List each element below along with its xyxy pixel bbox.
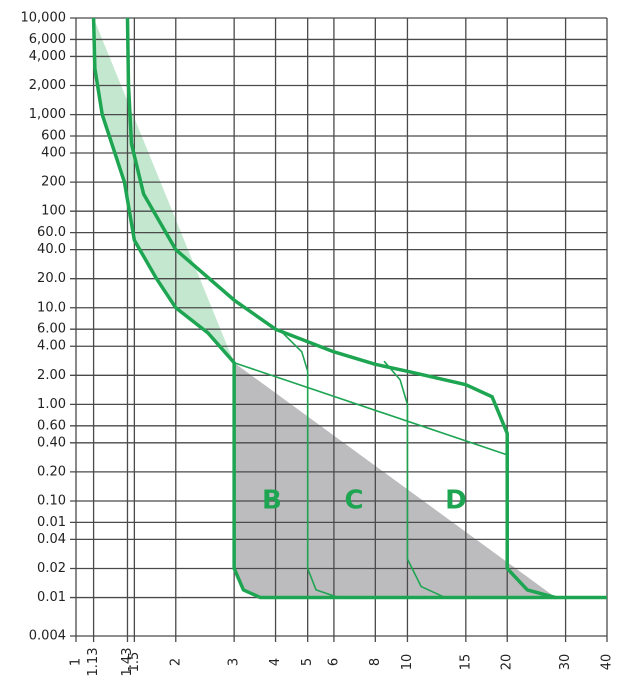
trip-curve [282, 332, 339, 599]
curve-label: C [344, 485, 363, 515]
y-tick-label: 1.00 [37, 397, 66, 412]
y-tick-label: 40.0 [37, 242, 66, 257]
y-tick-label: 4.00 [37, 339, 66, 354]
y-tick-label: 100 [41, 204, 66, 219]
y-tick-label: 6.00 [37, 322, 66, 337]
trip-curve [125, 17, 607, 600]
y-tick-label: 0.60 [37, 418, 66, 433]
y-tick-label: 200 [41, 175, 66, 190]
y-tick-label: 0.10 [37, 493, 66, 508]
y-tick-label: 0.04 [37, 532, 66, 547]
y-tick-label: 0.40 [37, 435, 66, 450]
y-tick-label: 400 [41, 146, 66, 161]
y-tick-label: 0.004 [29, 629, 66, 644]
y-tick-label: 6,000 [29, 32, 66, 47]
x-tick-label: 1.13 [86, 648, 101, 677]
x-tick-label: 5 [300, 658, 315, 666]
y-tick-label: 4,000 [29, 49, 66, 64]
x-tick-label: 4 [268, 658, 283, 666]
y-tick-label: 0.01 [37, 515, 66, 530]
x-tick-label: 30 [558, 654, 573, 671]
y-tick-label: 2,000 [29, 78, 66, 93]
y-tick-label: 600 [41, 129, 66, 144]
y-tick-label: 60.0 [37, 225, 66, 240]
curve-label: B [262, 485, 282, 515]
x-tick-label: 40 [600, 654, 615, 671]
y-tick-label: 10,000 [21, 11, 67, 26]
trip-curve [91, 17, 556, 600]
y-tick-label: 20.0 [37, 271, 66, 286]
y-tick-label: 2.00 [37, 368, 66, 383]
x-tick-label: 1.43 [120, 648, 135, 677]
x-tick-label: 20 [500, 654, 515, 671]
x-tick-label: 8 [368, 658, 383, 666]
x-tick-label: 15 [458, 654, 473, 671]
y-tick-label: 10.0 [37, 300, 66, 315]
trip-curve [383, 360, 446, 599]
x-tick-label: 1 [69, 658, 84, 666]
y-tick-label: 0.02 [37, 561, 66, 576]
trip-curve [233, 361, 508, 456]
y-tick-label: 0.20 [37, 464, 66, 479]
x-tick-label: 10 [400, 654, 415, 671]
x-tick-label: 6 [326, 658, 341, 666]
thermal-band [93, 18, 235, 363]
x-tick-label: 2 [168, 658, 183, 666]
curve-label: D [445, 485, 467, 515]
x-tick-label: 3 [227, 658, 242, 666]
x-tick-label: 1.5 [127, 652, 142, 673]
y-tick-label: 1,000 [29, 107, 66, 122]
y-tick-label: 0.01 [37, 590, 66, 605]
